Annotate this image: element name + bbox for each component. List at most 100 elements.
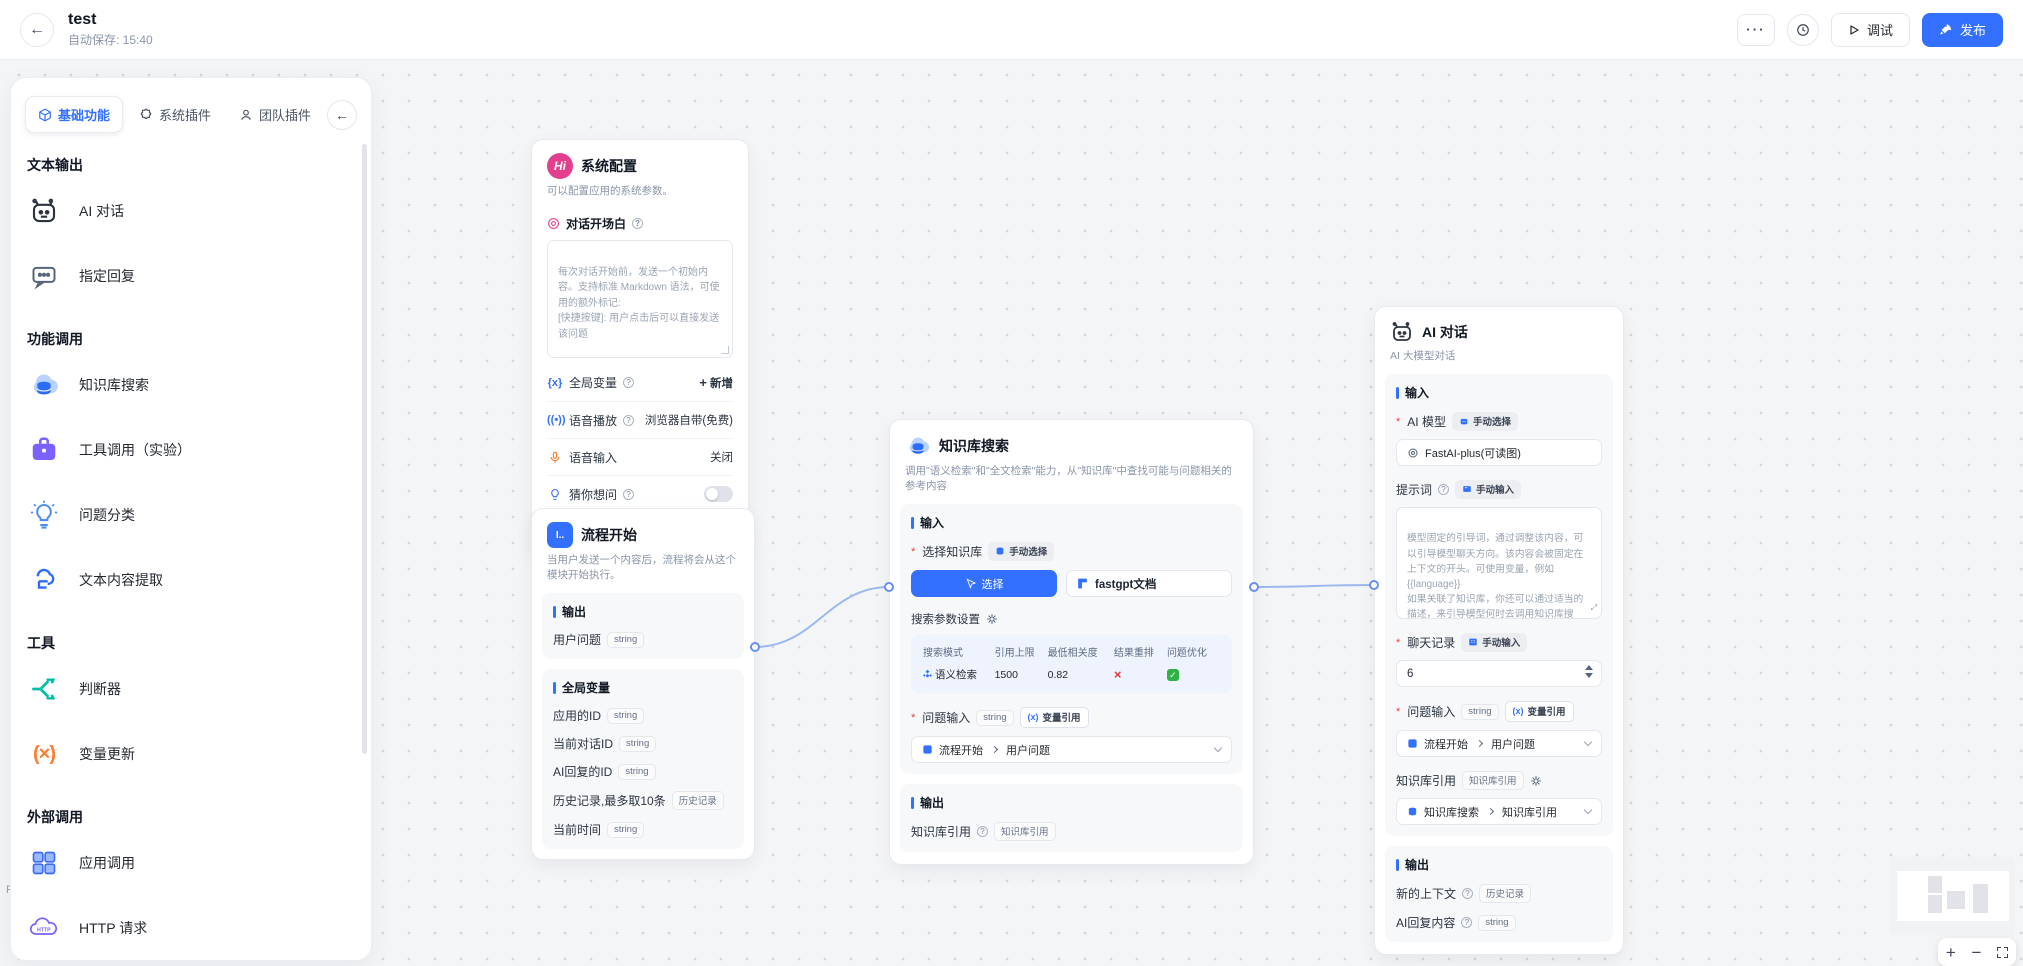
module-item-assigned-reply[interactable]: 指定回复 [11,245,371,307]
tab-team-plugins[interactable]: 团队插件 [227,97,323,132]
prompt-textarea[interactable]: 模型固定的引导词，通过调整该内容，可以引导模型聊天方向。该内容会被固定在上下文的… [1396,507,1602,620]
chevron-down-icon [1583,737,1593,747]
back-button[interactable]: ← [20,12,54,47]
numpad-mini-icon [1469,638,1478,646]
welcome-label: 对话开场白 [566,217,627,232]
rerank-disabled-icon: × [1113,667,1122,683]
zoom-in-button[interactable]: + [1945,942,1956,962]
quote-source-select[interactable]: 知识库搜索 知识库引用 [1396,798,1602,826]
node-flow-start[interactable]: I.. 流程开始 当用户发送一个内容后，流程将会从这个模块开始执行。 输出 用户… [531,508,755,861]
module-item-content-extract[interactable]: 文本内容提取 [11,549,371,611]
history-button[interactable] [1786,13,1819,46]
node-ai-chat[interactable]: AI 对话 AI 大模型对话 输入 * AI 模型 手动选择 FastAI-pl… [1374,306,1624,956]
history-number-input[interactable]: 6 [1396,660,1602,688]
module-item-dataset-search[interactable]: 知识库搜索 [11,354,371,416]
node-system-config[interactable]: Hi 系统配置 可以配置应用的系统参数。 对话开场白 每次对话开始前，发送一个初… [531,139,749,557]
step-down-icon[interactable] [1585,673,1593,679]
module-item-variable-update[interactable]: (×) 变量更新 [11,723,371,785]
add-variable-button[interactable]: + 新增 [699,375,733,391]
gear-icon[interactable] [986,613,998,625]
dataset-mini-icon [1408,807,1417,816]
quote-label: 知识库引用 [1396,774,1457,789]
top-bar: ← test 自动保存: 15:40 ··· 调试 发布 [0,0,2023,60]
welcome-textarea[interactable]: 每次对话开始前，发送一个初始内容。支持标准 Markdown 语法，可使用的额外… [547,240,733,359]
output-label: AI回复内容 [1396,916,1456,931]
similarity-value: 0.82 [1047,668,1069,681]
module-item-tool-call[interactable]: 工具调用（实验） [11,419,371,481]
chat-bubble-icon [32,266,56,290]
debug-button[interactable]: 调试 [1830,12,1910,47]
help-icon [623,414,635,426]
extract-icon [36,568,55,589]
fit-view-button[interactable] [1997,946,2009,958]
sidebar-scrollbar[interactable] [362,144,367,754]
handle-dataset-output[interactable] [1249,582,1259,592]
flow-start-mini-icon [923,745,932,755]
dataset-card[interactable]: fastgpt文档 [1066,570,1232,598]
module-item-question-classify[interactable]: 问题分类 [11,484,371,546]
more-button[interactable]: ··· [1736,13,1775,46]
global-chat-id: 当前对话ID string [553,735,733,752]
debug-label: 调试 [1866,23,1893,38]
publish-label: 发布 [1959,23,1986,38]
collapse-sidebar-button[interactable]: ← [327,99,357,130]
resize-handle-icon[interactable] [721,346,729,355]
module-item-app-call[interactable]: 应用调用 [11,832,371,894]
question-source-select[interactable]: 流程开始 用户问题 [911,736,1232,764]
question-source-select[interactable]: 流程开始 用户问题 [1396,730,1602,758]
chevron-right-icon [1475,740,1484,748]
question-guide-toggle[interactable] [704,486,733,503]
tab-basic-modules[interactable]: 基础功能 [25,96,124,133]
prompt-mode-badge[interactable]: 手动输入 [1455,480,1522,500]
global-label: 历史记录,最多取10条 [553,794,666,809]
category-tools: 工具 [27,635,55,651]
config-row-question-guide[interactable]: 猜你想问 [547,475,733,512]
output-section-label: 输出 [1405,858,1430,873]
module-item-ai-chat[interactable]: AI 对话 [11,180,371,242]
param-header: 问题优化 [1166,648,1207,660]
prompt-mode-label: 手动输入 [1476,485,1515,497]
section-bar [911,516,914,529]
variable-ref-badge[interactable]: (x) 变量引用 [1504,701,1574,723]
bulb-icon [551,488,559,500]
handle-dataset-input[interactable] [884,582,894,592]
plus-icon: + [699,375,707,391]
limit-value: 1500 [994,668,1018,681]
required-star: * [1396,636,1401,649]
module-item-classifier[interactable]: 判断器 [11,658,371,720]
expand-icon[interactable]: ⤢ [1590,602,1597,612]
flow-start-icon: I.. [547,522,573,548]
module-item-http-request[interactable]: HTTP HTTP 请求 [11,897,371,959]
zoom-out-button[interactable]: − [1971,942,1982,962]
config-row-variables[interactable]: {x} 全局变量 + 新增 [547,364,733,401]
gear-icon[interactable] [1530,775,1542,787]
tab-system-plugins[interactable]: 系统插件 [127,97,223,132]
output-new-context: 新的上下文 历史记录 [1396,884,1602,904]
module-label: HTTP 请求 [79,920,148,936]
variable-ref-badge[interactable]: (x) 变量引用 [1019,707,1089,729]
handle-aichat-input[interactable] [1369,580,1379,590]
config-row-tts[interactable]: ((•)) 语音播放 浏览器自带(免费) [547,401,733,438]
question-input-label: 问题输入 [1407,705,1456,720]
node-dataset-search[interactable]: 知识库搜索 调用"语义检索"和"全文检索"能力，从"知识库"中查找可能与问题相关… [889,419,1254,866]
dataset-mode-badge[interactable]: 手动选择 [988,542,1055,562]
svg-text:HTTP: HTTP [37,928,51,934]
model-select[interactable]: FastAI-plus(可读图) [1396,439,1602,467]
publish-button[interactable]: 发布 [1921,12,2003,47]
handle-flowstart-output[interactable] [750,642,760,652]
required-star: * [911,545,916,558]
whisper-value: 关闭 [710,452,733,465]
choose-dataset-button[interactable]: 选择 [911,570,1057,598]
search-params-panel: 搜索模式 引用上限 最低相关度 结果重排 问题优化 语义检索 1500 0.82 [911,635,1232,694]
minimap[interactable] [1889,857,2015,935]
model-mode-badge[interactable]: 手动选择 [1451,412,1518,432]
config-row-whisper[interactable]: 语音输入 关闭 [547,438,733,475]
module-label: 应用调用 [79,855,135,871]
chevron-right-icon [1486,808,1495,816]
history-mode-badge[interactable]: 手动输入 [1461,633,1528,653]
person-icon [241,109,251,120]
global-label: 当前对话ID [553,737,614,752]
sidebar-tabs: 基础功能 系统插件 团队插件 ← [11,96,371,133]
step-up-icon[interactable] [1585,665,1593,671]
